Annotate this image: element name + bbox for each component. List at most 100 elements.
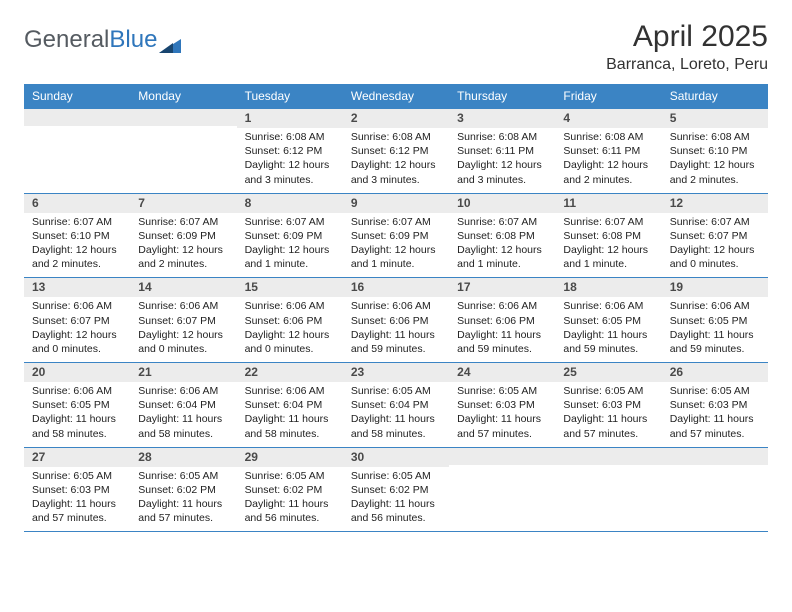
weekday-label: Saturday	[662, 84, 768, 109]
day-cell: 22Sunrise: 6:06 AMSunset: 6:04 PMDayligh…	[237, 363, 343, 447]
day-number	[24, 109, 130, 126]
day-details: Sunrise: 6:06 AMSunset: 6:05 PMDaylight:…	[662, 297, 768, 362]
day-details: Sunrise: 6:07 AMSunset: 6:08 PMDaylight:…	[449, 213, 555, 278]
logo: GeneralBlue	[24, 20, 181, 54]
logo-text-general: General	[24, 26, 109, 54]
day-details: Sunrise: 6:08 AMSunset: 6:11 PMDaylight:…	[555, 128, 661, 193]
day-number: 1	[237, 109, 343, 128]
weekday-label: Thursday	[449, 84, 555, 109]
day-number: 2	[343, 109, 449, 128]
day-cell: 28Sunrise: 6:05 AMSunset: 6:02 PMDayligh…	[130, 448, 236, 532]
day-details: Sunrise: 6:06 AMSunset: 6:05 PMDaylight:…	[555, 297, 661, 362]
day-details: Sunrise: 6:05 AMSunset: 6:02 PMDaylight:…	[130, 467, 236, 532]
day-number: 8	[237, 194, 343, 213]
day-cell: 10Sunrise: 6:07 AMSunset: 6:08 PMDayligh…	[449, 194, 555, 278]
day-cell: 2Sunrise: 6:08 AMSunset: 6:12 PMDaylight…	[343, 109, 449, 193]
day-number: 22	[237, 363, 343, 382]
week-row: 13Sunrise: 6:06 AMSunset: 6:07 PMDayligh…	[24, 278, 768, 363]
day-cell: 3Sunrise: 6:08 AMSunset: 6:11 PMDaylight…	[449, 109, 555, 193]
day-number: 12	[662, 194, 768, 213]
day-details: Sunrise: 6:07 AMSunset: 6:09 PMDaylight:…	[343, 213, 449, 278]
day-cell: 18Sunrise: 6:06 AMSunset: 6:05 PMDayligh…	[555, 278, 661, 362]
day-cell: 15Sunrise: 6:06 AMSunset: 6:06 PMDayligh…	[237, 278, 343, 362]
day-cell	[130, 109, 236, 193]
day-number: 10	[449, 194, 555, 213]
day-number: 21	[130, 363, 236, 382]
day-number: 24	[449, 363, 555, 382]
day-number: 5	[662, 109, 768, 128]
day-number: 7	[130, 194, 236, 213]
day-details: Sunrise: 6:07 AMSunset: 6:09 PMDaylight:…	[130, 213, 236, 278]
day-cell: 20Sunrise: 6:06 AMSunset: 6:05 PMDayligh…	[24, 363, 130, 447]
day-cell: 17Sunrise: 6:06 AMSunset: 6:06 PMDayligh…	[449, 278, 555, 362]
day-number: 3	[449, 109, 555, 128]
day-cell: 23Sunrise: 6:05 AMSunset: 6:04 PMDayligh…	[343, 363, 449, 447]
day-details: Sunrise: 6:05 AMSunset: 6:03 PMDaylight:…	[24, 467, 130, 532]
day-number: 17	[449, 278, 555, 297]
day-number: 11	[555, 194, 661, 213]
header: GeneralBlue April 2025 Barranca, Loreto,…	[24, 20, 768, 74]
day-details: Sunrise: 6:06 AMSunset: 6:05 PMDaylight:…	[24, 382, 130, 447]
day-cell: 13Sunrise: 6:06 AMSunset: 6:07 PMDayligh…	[24, 278, 130, 362]
day-details: Sunrise: 6:05 AMSunset: 6:02 PMDaylight:…	[343, 467, 449, 532]
day-cell: 9Sunrise: 6:07 AMSunset: 6:09 PMDaylight…	[343, 194, 449, 278]
day-number: 4	[555, 109, 661, 128]
day-cell: 21Sunrise: 6:06 AMSunset: 6:04 PMDayligh…	[130, 363, 236, 447]
day-cell: 5Sunrise: 6:08 AMSunset: 6:10 PMDaylight…	[662, 109, 768, 193]
location: Barranca, Loreto, Peru	[606, 56, 768, 74]
day-number: 15	[237, 278, 343, 297]
calendar-body: 1Sunrise: 6:08 AMSunset: 6:12 PMDaylight…	[24, 109, 768, 532]
weekday-label: Sunday	[24, 84, 130, 109]
day-details: Sunrise: 6:06 AMSunset: 6:07 PMDaylight:…	[24, 297, 130, 362]
day-number: 26	[662, 363, 768, 382]
day-number: 14	[130, 278, 236, 297]
weekday-label: Monday	[130, 84, 236, 109]
day-number: 6	[24, 194, 130, 213]
day-details: Sunrise: 6:05 AMSunset: 6:04 PMDaylight:…	[343, 382, 449, 447]
day-cell: 24Sunrise: 6:05 AMSunset: 6:03 PMDayligh…	[449, 363, 555, 447]
title-block: April 2025 Barranca, Loreto, Peru	[606, 20, 768, 74]
day-cell: 8Sunrise: 6:07 AMSunset: 6:09 PMDaylight…	[237, 194, 343, 278]
day-cell: 4Sunrise: 6:08 AMSunset: 6:11 PMDaylight…	[555, 109, 661, 193]
day-details: Sunrise: 6:07 AMSunset: 6:10 PMDaylight:…	[24, 213, 130, 278]
day-details: Sunrise: 6:06 AMSunset: 6:07 PMDaylight:…	[130, 297, 236, 362]
logo-triangle-icon	[159, 32, 181, 48]
day-number: 29	[237, 448, 343, 467]
day-number: 13	[24, 278, 130, 297]
day-cell	[662, 448, 768, 532]
day-details: Sunrise: 6:05 AMSunset: 6:03 PMDaylight:…	[449, 382, 555, 447]
day-details: Sunrise: 6:06 AMSunset: 6:06 PMDaylight:…	[449, 297, 555, 362]
week-row: 1Sunrise: 6:08 AMSunset: 6:12 PMDaylight…	[24, 109, 768, 194]
day-number: 27	[24, 448, 130, 467]
day-number: 18	[555, 278, 661, 297]
day-details: Sunrise: 6:05 AMSunset: 6:03 PMDaylight:…	[662, 382, 768, 447]
day-cell: 29Sunrise: 6:05 AMSunset: 6:02 PMDayligh…	[237, 448, 343, 532]
day-details: Sunrise: 6:06 AMSunset: 6:04 PMDaylight:…	[130, 382, 236, 447]
day-cell	[449, 448, 555, 532]
day-number	[662, 448, 768, 465]
day-details: Sunrise: 6:07 AMSunset: 6:07 PMDaylight:…	[662, 213, 768, 278]
day-cell: 14Sunrise: 6:06 AMSunset: 6:07 PMDayligh…	[130, 278, 236, 362]
day-cell: 26Sunrise: 6:05 AMSunset: 6:03 PMDayligh…	[662, 363, 768, 447]
weekday-label: Friday	[555, 84, 661, 109]
day-details: Sunrise: 6:08 AMSunset: 6:12 PMDaylight:…	[343, 128, 449, 193]
day-details: Sunrise: 6:05 AMSunset: 6:03 PMDaylight:…	[555, 382, 661, 447]
day-number: 20	[24, 363, 130, 382]
day-cell: 16Sunrise: 6:06 AMSunset: 6:06 PMDayligh…	[343, 278, 449, 362]
day-cell: 25Sunrise: 6:05 AMSunset: 6:03 PMDayligh…	[555, 363, 661, 447]
day-number: 16	[343, 278, 449, 297]
day-cell	[24, 109, 130, 193]
day-cell	[555, 448, 661, 532]
day-details: Sunrise: 6:06 AMSunset: 6:06 PMDaylight:…	[343, 297, 449, 362]
weekday-header-row: SundayMondayTuesdayWednesdayThursdayFrid…	[24, 84, 768, 109]
day-details: Sunrise: 6:08 AMSunset: 6:10 PMDaylight:…	[662, 128, 768, 193]
calendar: SundayMondayTuesdayWednesdayThursdayFrid…	[24, 84, 768, 532]
day-cell: 6Sunrise: 6:07 AMSunset: 6:10 PMDaylight…	[24, 194, 130, 278]
day-number: 28	[130, 448, 236, 467]
day-details: Sunrise: 6:06 AMSunset: 6:06 PMDaylight:…	[237, 297, 343, 362]
day-number	[555, 448, 661, 465]
day-details: Sunrise: 6:07 AMSunset: 6:09 PMDaylight:…	[237, 213, 343, 278]
day-details: Sunrise: 6:07 AMSunset: 6:08 PMDaylight:…	[555, 213, 661, 278]
day-details: Sunrise: 6:05 AMSunset: 6:02 PMDaylight:…	[237, 467, 343, 532]
day-number: 9	[343, 194, 449, 213]
